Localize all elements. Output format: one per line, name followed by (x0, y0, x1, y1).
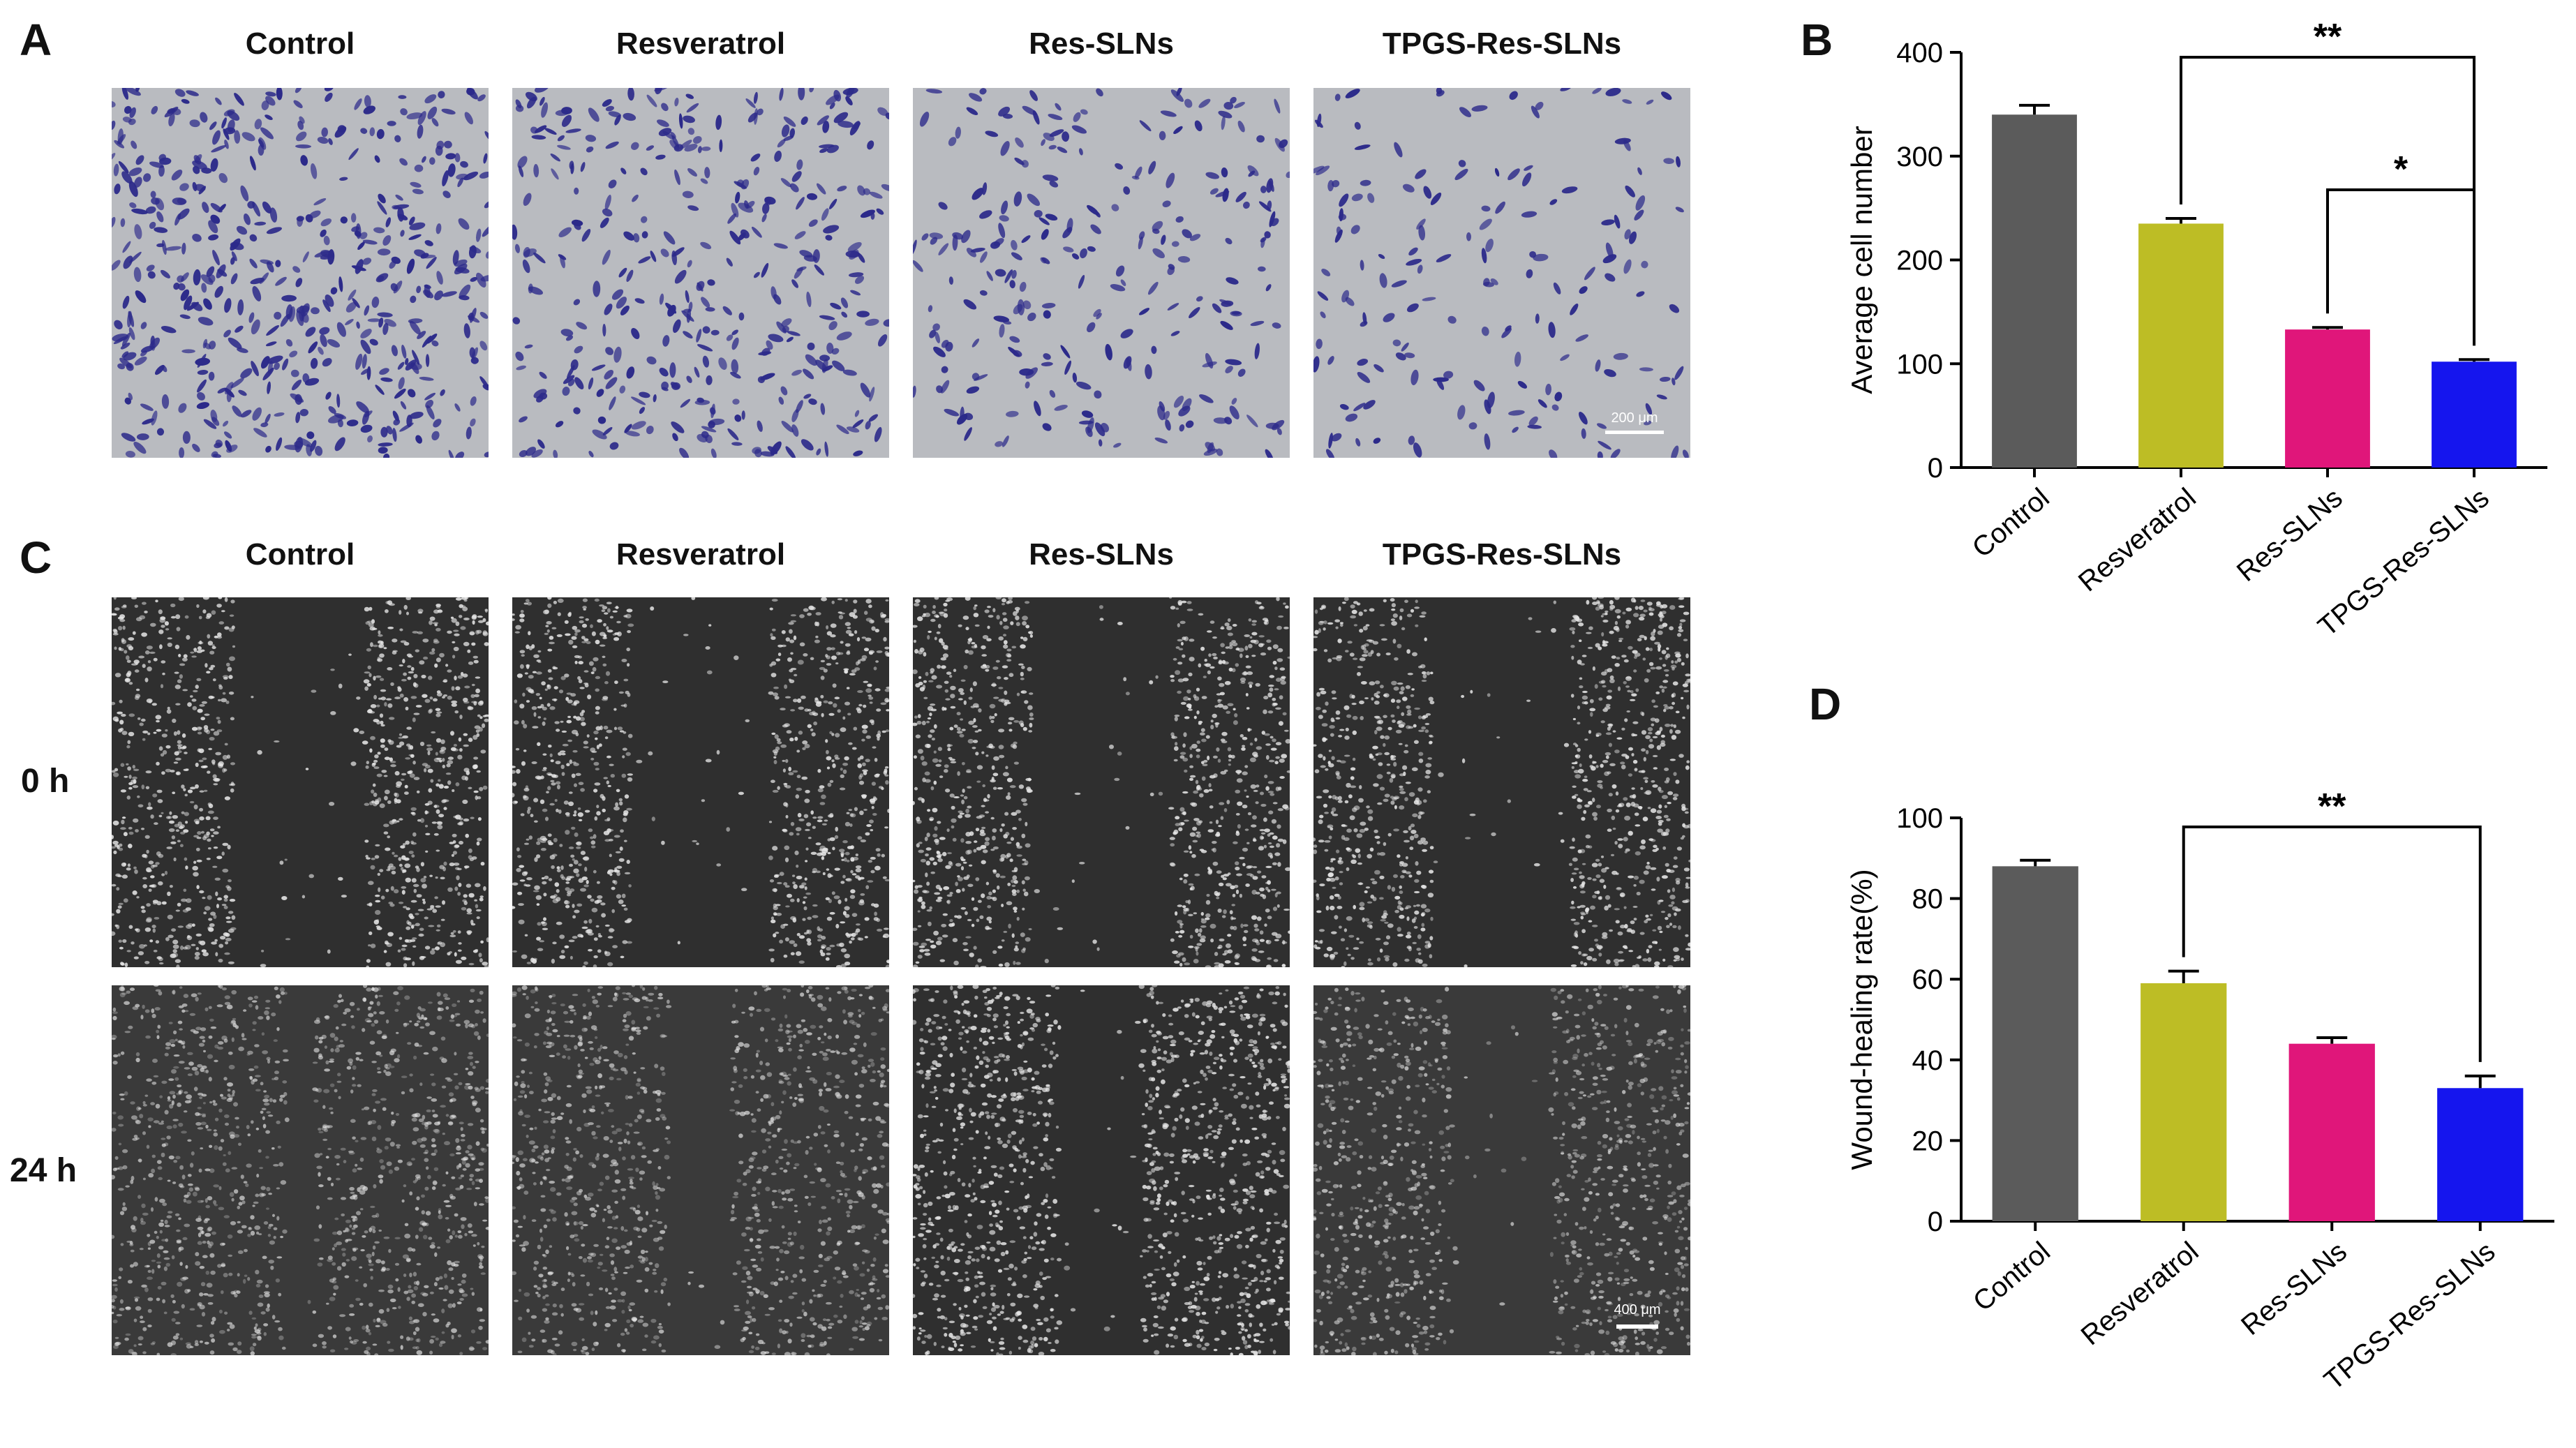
scale-bar-a (1605, 431, 1664, 434)
bar-resveratrol (2141, 983, 2226, 1221)
x-tick-label: Resveratrol (2076, 1236, 2205, 1351)
transwell-image-tpgs-res-slns (1313, 88, 1690, 458)
bar-control (1992, 114, 2077, 468)
bar-tpgs-res-slns (2437, 1088, 2523, 1221)
scale-bar-a-label: 200 μm (1586, 410, 1683, 426)
transwell-image-control (112, 88, 489, 458)
transwell-image-res-slns (913, 88, 1290, 458)
panel-a-title-control: Control (112, 27, 489, 61)
bar-tpgs-res-slns (2432, 361, 2517, 468)
wound-image-tpgs-res-slns-24h (1313, 985, 1690, 1355)
significance-bracket (2328, 190, 2474, 345)
significance-bracket (2184, 827, 2480, 1062)
significance-label: * (2394, 149, 2409, 190)
y-tick-label: 0 (1928, 453, 1943, 484)
wound-image-control-0h (112, 597, 489, 967)
transwell-image-resveratrol (512, 88, 889, 458)
wound-image-tpgs-res-slns-0h (1313, 597, 1690, 967)
y-tick-label: 0 (1928, 1207, 1943, 1237)
bar-control (1993, 866, 2078, 1221)
chart-d-svg: 0 20 40 60 80 100 Wound-healing rate(%) Control… (1815, 775, 2576, 1445)
x-tick-label: Control (1967, 482, 2055, 564)
panel-c-title-resveratrol: Resveratrol (512, 537, 889, 572)
x-tick-label: Control (1967, 1236, 2056, 1318)
y-tick-label: 80 (1912, 884, 1944, 915)
significance-label: ** (2318, 786, 2346, 827)
panel-c-title-control: Control (112, 537, 489, 572)
wound-image-res-slns-0h (913, 597, 1290, 967)
bar-resveratrol (2138, 223, 2224, 468)
y-tick-label: 60 (1912, 964, 1944, 995)
row-label-24h: 24 h (10, 1151, 77, 1190)
wound-image-res-slns-24h (913, 985, 1290, 1355)
y-tick-label: 40 (1912, 1045, 1944, 1076)
x-tick-label: Res-SLNs (2231, 482, 2348, 588)
panel-a-title-tpgs-res-slns: TPGS-Res-SLNs (1313, 27, 1690, 61)
y-tick-label: 100 (1896, 803, 1943, 834)
scale-bar-c (1616, 1324, 1658, 1329)
y-tick-label: 200 (1896, 246, 1943, 276)
panel-letter-c: C (20, 532, 52, 583)
x-tick-label: Res-SLNs (2235, 1236, 2353, 1341)
scale-bar-c-label: 400 μm (1588, 1302, 1686, 1318)
panel-a-title-resveratrol: Resveratrol (512, 27, 889, 61)
panel-letter-d: D (1809, 678, 1841, 730)
panel-a-title-res-slns: Res-SLNs (913, 27, 1290, 61)
y-tick-label: 20 (1912, 1126, 1944, 1156)
wound-image-resveratrol-24h (512, 985, 889, 1355)
y-tick-label: 400 (1896, 38, 1943, 68)
chart-d: 0 20 40 60 80 100 Wound-healing rate(%) Control… (1815, 775, 2576, 1445)
row-label-0h: 0 h (21, 762, 69, 800)
bar-res-slns (2289, 1044, 2375, 1221)
wound-image-control-24h (112, 985, 489, 1355)
x-tick-label: Resveratrol (2073, 482, 2202, 597)
wound-image-resveratrol-0h (512, 597, 889, 967)
panel-letter-a: A (20, 14, 52, 66)
y-tick-label: 100 (1896, 349, 1943, 380)
panel-c-title-tpgs-res-slns: TPGS-Res-SLNs (1313, 537, 1690, 572)
panel-c-title-res-slns: Res-SLNs (913, 537, 1290, 572)
bar-res-slns (2285, 329, 2370, 468)
y-axis-label: Wound-healing rate(%) (1845, 869, 1878, 1170)
significance-label: ** (2314, 21, 2342, 57)
y-tick-label: 300 (1896, 142, 1943, 172)
y-axis-label: Average cell number (1845, 126, 1878, 394)
